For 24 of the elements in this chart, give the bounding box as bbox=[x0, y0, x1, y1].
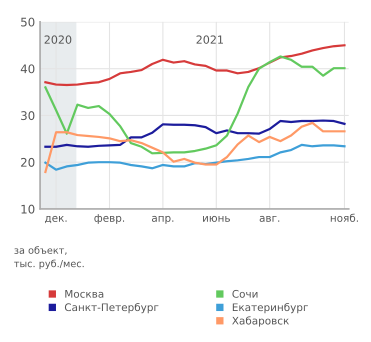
line-series bbox=[44, 119, 346, 148]
y-tick-label: 20 bbox=[21, 158, 34, 167]
annotation: 2021 bbox=[196, 35, 223, 44]
legend-label: Екатеринбург bbox=[232, 302, 308, 314]
x-tick-label: дек. bbox=[45, 216, 67, 224]
x-tick-label: июнь bbox=[203, 216, 230, 222]
line-series bbox=[44, 144, 346, 171]
x-tick-label: февр. bbox=[94, 214, 124, 224]
y-tick-label: 10 bbox=[21, 204, 34, 214]
legend-label: Сочи bbox=[232, 290, 258, 298]
annotation: 2020 bbox=[44, 35, 72, 44]
legend-label: Москва bbox=[65, 290, 104, 298]
y-axis-title: за объект, тыс. руб./мес. bbox=[14, 246, 84, 270]
legend-label: Санкт-Петербург bbox=[64, 302, 158, 314]
x-tick-label: нояб. bbox=[330, 214, 358, 222]
x-tick-label: авг. bbox=[260, 216, 280, 222]
y-tick-label: 30 bbox=[21, 111, 34, 120]
x-tick-label: апр. bbox=[152, 216, 174, 224]
line-series bbox=[44, 55, 346, 154]
legend-label: Хабаровск bbox=[232, 316, 289, 327]
y-tick-label: 40 bbox=[20, 64, 34, 74]
y-tick-label: 50 bbox=[21, 18, 34, 27]
line-series bbox=[44, 122, 346, 174]
line-series bbox=[44, 44, 346, 86]
